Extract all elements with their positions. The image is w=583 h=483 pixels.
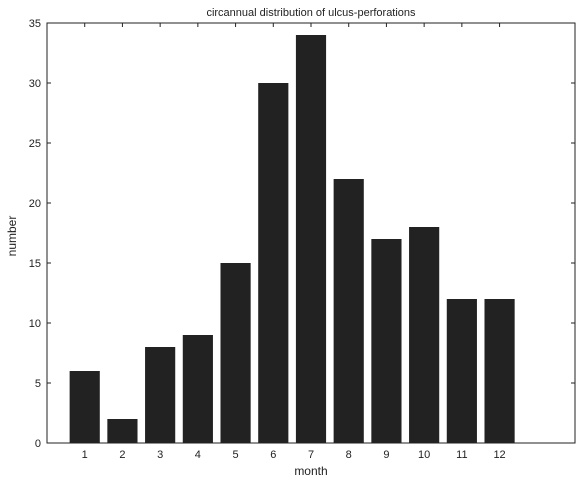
y-tick-label: 10 — [29, 318, 41, 330]
y-tick-label: 20 — [29, 198, 41, 210]
bar-month-10 — [409, 227, 440, 443]
bars-layer — [69, 35, 515, 443]
bar-month-1 — [69, 371, 100, 443]
x-axis-label: month — [294, 464, 327, 478]
x-axis-ticks: 1 2 3 4 5 6 7 8 9 10 11 12 — [82, 23, 506, 461]
y-tick-label: 15 — [29, 258, 41, 270]
x-tick-label: 8 — [346, 449, 352, 461]
x-tick-label: 4 — [195, 449, 201, 461]
bar-month-8 — [333, 179, 364, 443]
x-tick-label: 10 — [418, 449, 430, 461]
x-tick-label: 1 — [82, 449, 88, 461]
bar-month-9 — [371, 239, 402, 443]
bar-month-4 — [182, 335, 213, 443]
bar-month-12 — [484, 299, 515, 443]
y-axis-label: number — [5, 216, 19, 257]
x-tick-label: 9 — [383, 449, 389, 461]
bar-month-5 — [220, 263, 251, 443]
y-tick-label: 0 — [35, 438, 41, 450]
plot-area-frame — [46, 22, 576, 444]
x-tick-label: 12 — [493, 449, 505, 461]
bar-month-6 — [258, 83, 289, 443]
bar-month-3 — [145, 347, 176, 443]
x-tick-label: 7 — [308, 449, 314, 461]
y-tick-label: 30 — [29, 78, 41, 90]
x-tick-label: 3 — [157, 449, 163, 461]
bar-month-7 — [295, 35, 327, 443]
chart-title: circannual distribution of ulcus-perfora… — [206, 7, 416, 19]
y-tick-label: 35 — [29, 18, 41, 30]
x-tick-label: 11 — [456, 449, 467, 461]
bar-month-11 — [446, 299, 477, 443]
y-tick-label: 25 — [29, 138, 41, 150]
y-tick-label: 5 — [35, 378, 41, 390]
x-tick-label: 5 — [233, 449, 239, 461]
y-axis-ticks: 0 5 10 15 20 25 30 35 — [29, 18, 575, 450]
x-tick-label: 6 — [270, 449, 276, 461]
x-tick-label: 2 — [119, 449, 125, 461]
